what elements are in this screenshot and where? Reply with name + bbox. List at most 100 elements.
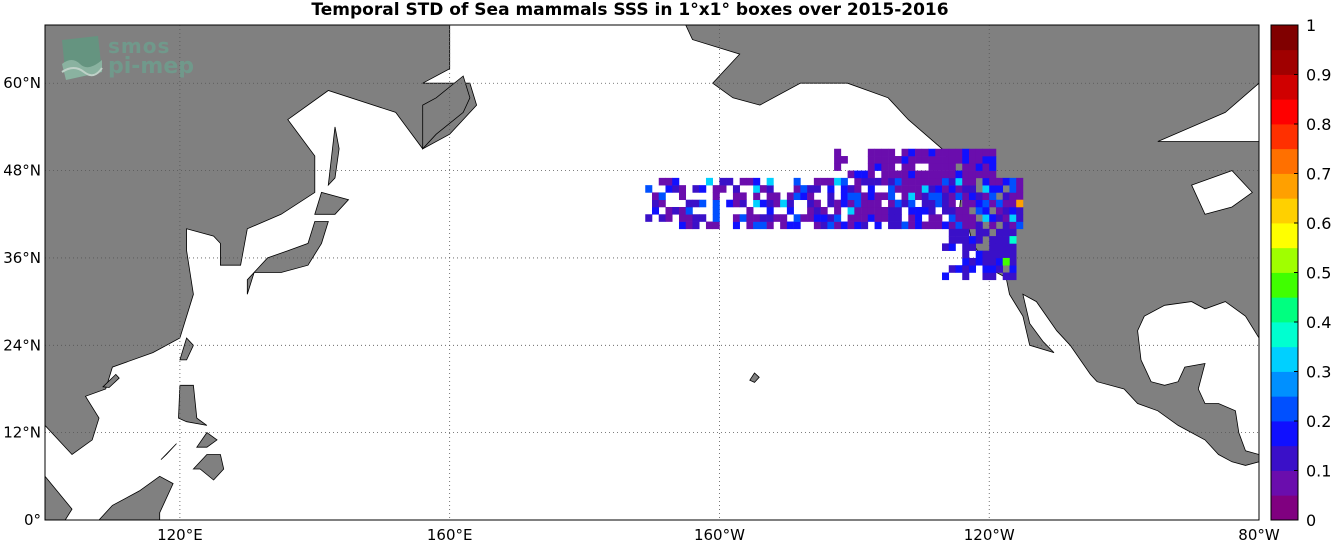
std-cell [935, 170, 943, 179]
std-cell [995, 243, 1004, 251]
std-cell [746, 177, 754, 186]
std-cell [658, 192, 666, 201]
std-cell [854, 170, 862, 179]
std-cell [908, 192, 916, 201]
std-cell [982, 206, 990, 215]
colorbar-swatch [1271, 198, 1298, 224]
std-cell [874, 199, 882, 208]
std-cell [861, 192, 869, 201]
land-mindanao [192, 454, 225, 481]
lon-tick-label: 160°E [427, 526, 473, 544]
std-cell [942, 148, 950, 157]
std-cell [827, 199, 835, 208]
std-cell [975, 250, 983, 259]
std-cell [921, 156, 929, 164]
std-cell [908, 185, 916, 193]
std-cell [989, 185, 997, 193]
std-cell [1009, 250, 1017, 259]
std-cell [962, 265, 970, 273]
std-cell [1002, 250, 1010, 259]
std-cell [962, 148, 970, 157]
std-cell [854, 221, 862, 230]
colorbar-swatch [1271, 346, 1298, 372]
std-cell [948, 148, 956, 157]
std-cell [888, 206, 896, 215]
std-cell [712, 185, 720, 193]
std-cell [901, 170, 909, 179]
std-cell [888, 192, 896, 201]
std-cell [915, 156, 923, 164]
std-cell [645, 185, 653, 193]
colorbar-tick-label: 0.5 [1306, 264, 1331, 283]
std-cell [766, 221, 774, 230]
std-cell [921, 221, 929, 230]
std-cell [780, 221, 788, 230]
map-plot-area [45, 25, 1259, 520]
std-cell [982, 170, 990, 179]
std-cell [935, 214, 943, 222]
std-cell [908, 156, 916, 164]
logo-text-smos: smos [108, 34, 171, 58]
std-cell [962, 272, 970, 281]
std-cell [975, 199, 983, 208]
std-cell [861, 177, 869, 186]
land-hawaii [749, 372, 760, 383]
std-cell [908, 214, 916, 222]
std-cell [807, 185, 815, 193]
std-cell [834, 206, 842, 215]
std-cell [1002, 257, 1010, 266]
std-cell [1016, 221, 1024, 230]
std-cell [935, 221, 943, 230]
std-cell [867, 185, 875, 193]
std-cell [982, 156, 990, 164]
latitude-labels: 0° 12°N 24°N 36°N 48°N 60°N [3, 74, 41, 529]
std-cell [928, 177, 936, 186]
lat-tick-label: 0° [24, 511, 41, 529]
std-cell [759, 221, 767, 230]
std-cell [955, 221, 963, 230]
std-cell [847, 206, 855, 215]
std-cell [874, 192, 882, 201]
std-cell [948, 192, 956, 201]
std-cell [699, 185, 707, 193]
colorbar-tick-label: 0.6 [1306, 214, 1331, 233]
std-cell [982, 148, 990, 157]
std-cell [1002, 206, 1010, 215]
std-cell [847, 199, 855, 208]
std-cell [894, 156, 902, 164]
std-cell [888, 199, 896, 208]
std-cell [840, 199, 848, 208]
std-cell [854, 214, 862, 222]
std-cell [800, 185, 808, 193]
std-cell [861, 221, 869, 230]
std-cell [827, 185, 835, 193]
std-cell [989, 221, 997, 230]
std-cell [942, 272, 950, 281]
std-cell [975, 228, 983, 237]
std-cell [995, 206, 1004, 215]
std-cell [955, 170, 963, 179]
std-cell [820, 221, 828, 230]
colorbar-tick-label: 0.9 [1306, 66, 1331, 85]
std-cell [746, 214, 754, 222]
std-cell [827, 192, 835, 201]
std-cell [793, 221, 801, 230]
std-cell [881, 177, 889, 186]
std-cell [908, 163, 916, 171]
colorbar-swatch [1271, 445, 1298, 471]
std-cell [678, 214, 687, 222]
std-cell [813, 206, 821, 215]
std-cell [780, 199, 788, 208]
std-cell [901, 221, 909, 230]
std-cell [854, 206, 862, 215]
std-cell [921, 206, 929, 215]
std-cell [807, 214, 815, 222]
land-sakhalin [327, 126, 340, 187]
std-cell [888, 185, 896, 193]
std-cell [942, 156, 950, 164]
colorbar-swatch [1271, 322, 1298, 348]
std-cell [881, 192, 889, 201]
std-cell [989, 199, 997, 208]
std-cell [962, 257, 970, 266]
std-cell [1002, 177, 1010, 186]
